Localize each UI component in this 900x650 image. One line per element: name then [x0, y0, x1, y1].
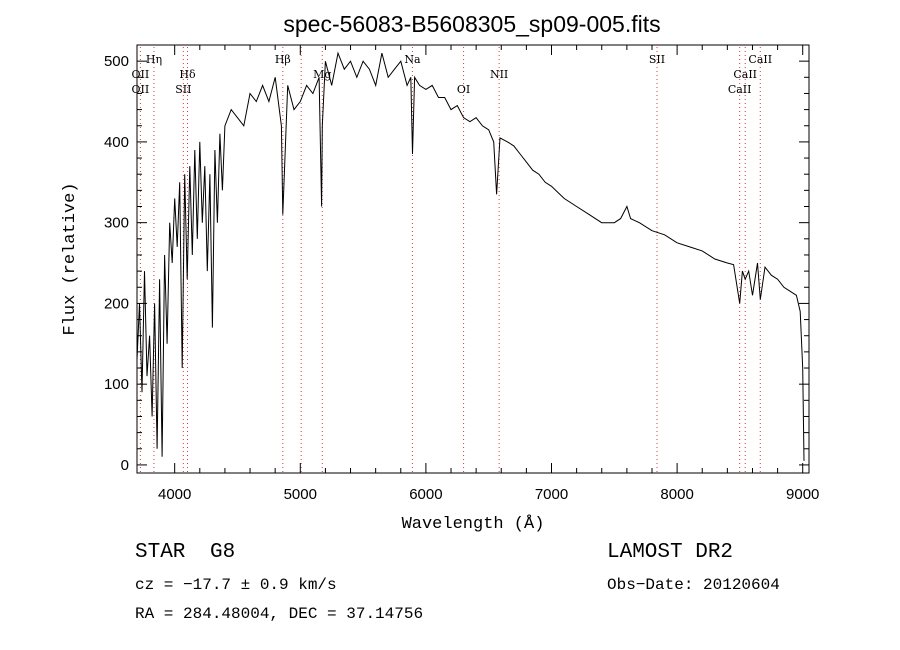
line-annotation-label: Hβ: [275, 53, 291, 66]
x-tick-label: 8000: [660, 486, 693, 503]
y-tick-label: 200: [104, 295, 129, 312]
line-annotation-label: Mg: [313, 68, 331, 81]
chart-title: spec-56083-B5608305_sp09-005.fits: [283, 11, 660, 37]
x-axis: 4000 5000 6000 7000 8000 9000: [158, 45, 819, 503]
line-annotation-label: Hη: [146, 53, 162, 66]
y-tick-label: 500: [104, 53, 129, 70]
line-annotation-label: OII: [132, 83, 150, 96]
line-annotation-label: CaII: [728, 83, 752, 96]
emission-line-markers: [139, 47, 761, 473]
line-annotation-label: NII: [490, 68, 508, 81]
y-axis: 0 100 200 300 400 500: [104, 53, 809, 474]
y-tick-label: 400: [104, 134, 129, 151]
x-tick-label: 5000: [284, 486, 317, 503]
object-type: STAR: [135, 541, 186, 564]
line-annotations: OII OII Hη Hδ SII Hβ Mg Na OI NII SII CaII CaII CaII: [132, 53, 773, 96]
x-axis-label: Wavelength (Å): [402, 515, 545, 534]
y-tick-label: 0: [121, 457, 129, 474]
redshift-value: cz = −17.7 ± 0.9 km/s: [135, 576, 337, 594]
x-tick-label: 4000: [158, 486, 191, 503]
x-tick-label: 6000: [409, 486, 442, 503]
spectral-subclass: G8: [210, 541, 236, 564]
line-annotation-label: CaII: [733, 68, 757, 81]
line-annotation-label: SII: [175, 83, 191, 96]
line-annotation-label: OII: [132, 68, 150, 81]
y-axis-label: Flux (relative): [61, 182, 80, 335]
y-tick-label: 100: [104, 376, 129, 393]
x-tick-label: 7000: [535, 486, 568, 503]
line-annotation-label: OI: [457, 83, 470, 96]
line-annotation-label: SII: [649, 53, 665, 66]
obs-date: Obs−Date: 20120604: [607, 576, 780, 594]
y-tick-label: 300: [104, 215, 129, 232]
survey-name: LAMOST DR2: [607, 541, 734, 564]
spectrum-line: [136, 51, 805, 461]
line-annotation-label: Hδ: [179, 68, 196, 81]
plot-frame: [136, 44, 810, 474]
line-annotation-label: CaII: [748, 53, 772, 66]
coordinates: RA = 284.48004, DEC = 37.14756: [135, 605, 424, 623]
x-tick-label: 9000: [786, 486, 819, 503]
line-annotation-label: Na: [404, 53, 421, 66]
